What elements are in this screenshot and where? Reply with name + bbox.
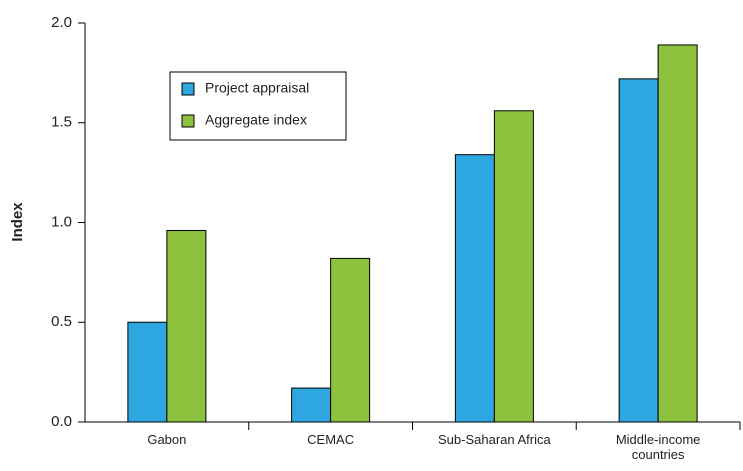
y-tick-label: 2.0 (51, 14, 72, 31)
y-axis-label: Index (9, 202, 26, 242)
bar (657, 44, 698, 423)
legend-label: Aggregate index (205, 112, 307, 128)
x-tick-label: Middle-income countries (615, 432, 701, 462)
legend-swatch (181, 114, 195, 128)
y-tick-label: 1.0 (51, 213, 72, 230)
legend-swatch (181, 82, 195, 96)
bar (493, 110, 534, 423)
y-tick-label: 0.5 (51, 313, 72, 330)
legend-label: Project appraisal (205, 80, 309, 96)
x-tick-label: CEMAC (307, 432, 355, 447)
bar (618, 78, 659, 423)
legend-box (169, 71, 347, 141)
bar (330, 257, 371, 423)
bar (127, 321, 168, 423)
bar (454, 154, 495, 423)
x-tick-label: Gabon (147, 432, 187, 447)
y-tick-label: 1.5 (51, 114, 72, 131)
x-tick-label: Sub-Saharan Africa (438, 432, 551, 447)
bar (291, 387, 332, 423)
y-tick-label: 0.0 (51, 413, 72, 430)
bar (166, 229, 207, 423)
